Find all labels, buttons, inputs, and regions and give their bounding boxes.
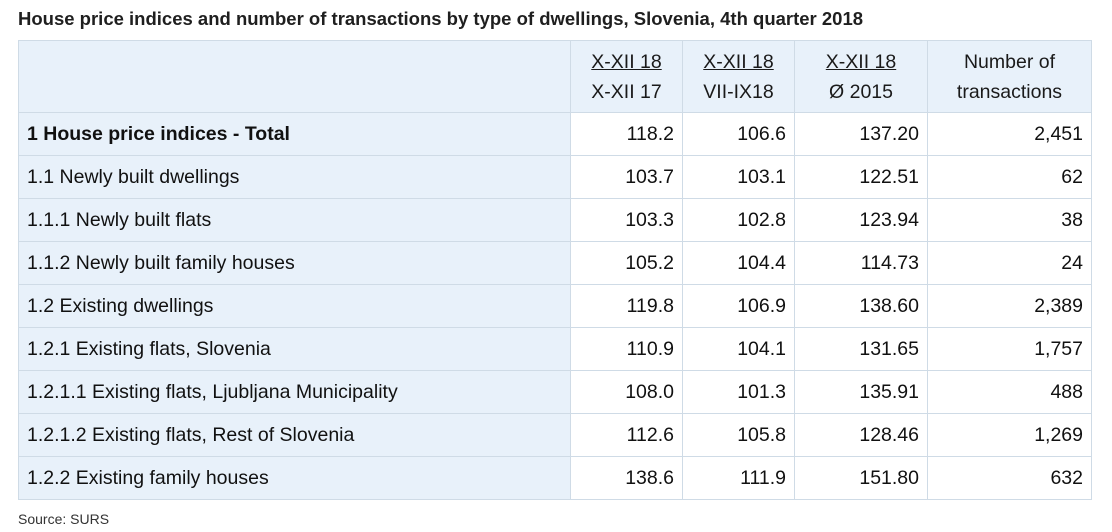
table-row: 1.2.2 Existing family houses 138.6 111.9…	[18, 456, 1092, 500]
cell-index-vs-2015: 131.65	[794, 327, 928, 371]
cell-index-vs-prev-year: 110.9	[570, 327, 683, 371]
row-label: 1.2.1.2 Existing flats, Rest of Slovenia	[18, 413, 571, 457]
cell-index-vs-prev-year: 103.3	[570, 198, 683, 242]
cell-index-vs-prev-quarter: 105.8	[682, 413, 795, 457]
cell-transactions: 38	[927, 198, 1092, 242]
header-cell-row-label	[18, 40, 571, 113]
table-row: 1.1.2 Newly built family houses 105.2 10…	[18, 241, 1092, 285]
row-label: 1.1.1 Newly built flats	[18, 198, 571, 242]
cell-index-vs-prev-year: 108.0	[570, 370, 683, 414]
cell-transactions: 24	[927, 241, 1092, 285]
table-row: 1.2.1 Existing flats, Slovenia 110.9 104…	[18, 327, 1092, 371]
row-label: 1.2 Existing dwellings	[18, 284, 571, 328]
cell-transactions: 1,269	[927, 413, 1092, 457]
cell-index-vs-prev-quarter: 104.4	[682, 241, 795, 285]
table-row: 1.2.1.1 Existing flats, Ljubljana Munici…	[18, 370, 1092, 414]
header-bottom: transactions	[956, 80, 1063, 103]
table-row: 1.1.1 Newly built flats 103.3 102.8 123.…	[18, 198, 1092, 242]
cell-transactions: 2,451	[927, 112, 1092, 156]
row-label: 1.2.1 Existing flats, Slovenia	[18, 327, 571, 371]
cell-index-vs-prev-quarter: 101.3	[682, 370, 795, 414]
header-top: X-XII 18	[825, 50, 897, 73]
cell-index-vs-prev-year: 118.2	[570, 112, 683, 156]
table-title: House price indices and number of transa…	[18, 8, 864, 29]
cell-index-vs-prev-quarter: 106.6	[682, 112, 795, 156]
cell-index-vs-2015: 151.80	[794, 456, 928, 500]
cell-index-vs-2015: 122.51	[794, 155, 928, 199]
header-bottom: Ø 2015	[829, 80, 893, 103]
cell-index-vs-prev-quarter: 104.1	[682, 327, 795, 371]
cell-transactions: 2,389	[927, 284, 1092, 328]
header-bottom: VII-IX18	[703, 80, 774, 103]
table-row: 1.2 Existing dwellings 119.8 106.9 138.6…	[18, 284, 1092, 328]
cell-transactions: 632	[927, 456, 1092, 500]
header-top: X-XII 18	[591, 50, 662, 73]
header-top: Number of	[963, 50, 1056, 73]
row-label: 1.2.2 Existing family houses	[18, 456, 571, 500]
cell-index-vs-prev-year: 138.6	[570, 456, 683, 500]
cell-index-vs-2015: 137.20	[794, 112, 928, 156]
row-label: 1.2.1.1 Existing flats, Ljubljana Munici…	[18, 370, 571, 414]
cell-index-vs-2015: 128.46	[794, 413, 928, 457]
cell-index-vs-prev-year: 112.6	[570, 413, 683, 457]
cell-transactions: 488	[927, 370, 1092, 414]
cell-transactions: 1,757	[927, 327, 1092, 371]
header-top: X-XII 18	[703, 50, 774, 73]
cell-index-vs-2015: 138.60	[794, 284, 928, 328]
header-cell-vs-base-2015: X-XII 18 Ø 2015	[794, 40, 928, 113]
header-cell-vs-prev-quarter: X-XII 18 VII-IX18	[682, 40, 795, 113]
cell-transactions: 62	[927, 155, 1092, 199]
cell-index-vs-prev-quarter: 106.9	[682, 284, 795, 328]
source-note: Source: SURS	[18, 511, 110, 527]
cell-index-vs-prev-year: 119.8	[570, 284, 683, 328]
header-row: X-XII 18 X-XII 17 X-XII 18 VII-IX18 X-XI…	[18, 40, 1092, 113]
cell-index-vs-prev-quarter: 103.1	[682, 155, 795, 199]
row-label: 1 House price indices - Total	[18, 112, 571, 156]
cell-index-vs-prev-year: 105.2	[570, 241, 683, 285]
cell-index-vs-prev-quarter: 102.8	[682, 198, 795, 242]
header-cell-transactions: Number of transactions	[927, 40, 1092, 113]
cell-index-vs-prev-quarter: 111.9	[682, 456, 795, 500]
price-index-table: X-XII 18 X-XII 17 X-XII 18 VII-IX18 X-XI…	[18, 40, 1092, 500]
header-cell-vs-prev-year: X-XII 18 X-XII 17	[570, 40, 683, 113]
table-row: 1.2.1.2 Existing flats, Rest of Slovenia…	[18, 413, 1092, 457]
table-row: 1 House price indices - Total 118.2 106.…	[18, 112, 1092, 156]
cell-index-vs-prev-year: 103.7	[570, 155, 683, 199]
cell-index-vs-2015: 114.73	[794, 241, 928, 285]
table-row: 1.1 Newly built dwellings 103.7 103.1 12…	[18, 155, 1092, 199]
cell-index-vs-2015: 123.94	[794, 198, 928, 242]
header-bottom: X-XII 17	[591, 80, 662, 103]
row-label: 1.1.2 Newly built family houses	[18, 241, 571, 285]
cell-index-vs-2015: 135.91	[794, 370, 928, 414]
row-label: 1.1 Newly built dwellings	[18, 155, 571, 199]
